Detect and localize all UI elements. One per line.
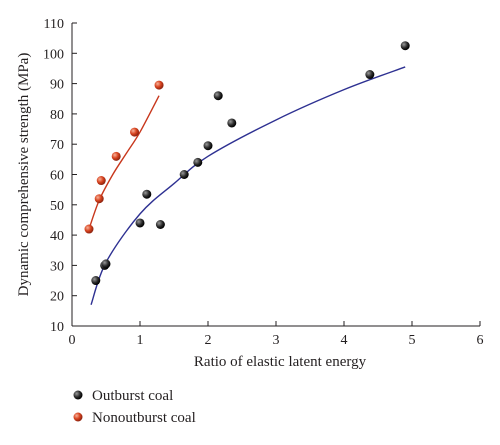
data-point-outburst xyxy=(365,70,375,80)
data-point-nonoutburst xyxy=(94,194,104,204)
y-tick-label: 10 xyxy=(50,320,64,335)
data-point-outburst xyxy=(193,157,203,167)
y-axis-title: Dynamic comprehensive strength (MPa) xyxy=(16,53,32,297)
x-tick-label: 6 xyxy=(477,333,484,348)
data-point-outburst xyxy=(91,276,101,286)
y-tick-label: 100 xyxy=(43,47,64,62)
data-point-outburst xyxy=(400,41,410,51)
legend-label-outburst: Outburst coal xyxy=(92,388,173,404)
legend: Outburst coal Nonoutburst coal xyxy=(73,388,196,426)
y-tick-label: 40 xyxy=(50,229,64,244)
y-tick-label: 50 xyxy=(50,199,64,214)
fit-curve-nonoutburst xyxy=(88,95,160,230)
data-point-nonoutburst xyxy=(111,151,121,161)
y-tick-label: 110 xyxy=(44,17,64,32)
x-tick-label: 1 xyxy=(137,333,144,348)
y-tick-label: 30 xyxy=(50,259,64,274)
data-point-outburst xyxy=(142,189,152,199)
legend-item-outburst: Outburst coal xyxy=(73,388,173,404)
fit-curve-outburst xyxy=(90,66,406,306)
legend-marker-nonoutburst xyxy=(73,412,83,422)
legend-marker-outburst xyxy=(73,390,83,400)
data-point-nonoutburst xyxy=(96,176,106,186)
legend-item-nonoutburst: Nonoutburst coal xyxy=(73,410,196,426)
y-tick-label: 90 xyxy=(50,78,64,93)
data-point-outburst xyxy=(155,219,165,229)
y-tick-label: 80 xyxy=(50,108,64,123)
data-points xyxy=(84,41,410,286)
x-tick-label: 5 xyxy=(409,333,416,348)
fit-curves xyxy=(88,66,406,306)
x-tick-label: 2 xyxy=(205,333,212,348)
data-point-outburst xyxy=(135,218,145,228)
data-point-outburst xyxy=(203,141,213,151)
data-point-nonoutburst xyxy=(154,80,164,90)
data-point-outburst xyxy=(179,170,189,179)
y-tick-label: 20 xyxy=(50,290,64,305)
data-point-nonoutburst xyxy=(84,224,94,234)
x-tick-label: 4 xyxy=(341,333,348,348)
legend-label-nonoutburst: Nonoutburst coal xyxy=(92,410,196,426)
data-point-outburst xyxy=(227,118,237,128)
x-tick-label: 3 xyxy=(273,333,280,348)
data-point-nonoutburst xyxy=(130,127,140,137)
x-tick-label: 0 xyxy=(69,333,76,348)
axes: 0 1 2 3 4 5 6 10 20 30 40 50 60 70 80 90 100 110 xyxy=(43,17,484,348)
y-tick-label: 70 xyxy=(50,138,64,153)
y-tick-label: 60 xyxy=(50,169,64,184)
data-point-outburst xyxy=(101,259,111,269)
axis-labels: Ratio of elastic latent energy Dynamic c… xyxy=(16,53,367,370)
data-point-outburst xyxy=(213,91,223,101)
x-axis-title: Ratio of elastic latent energy xyxy=(194,354,367,370)
